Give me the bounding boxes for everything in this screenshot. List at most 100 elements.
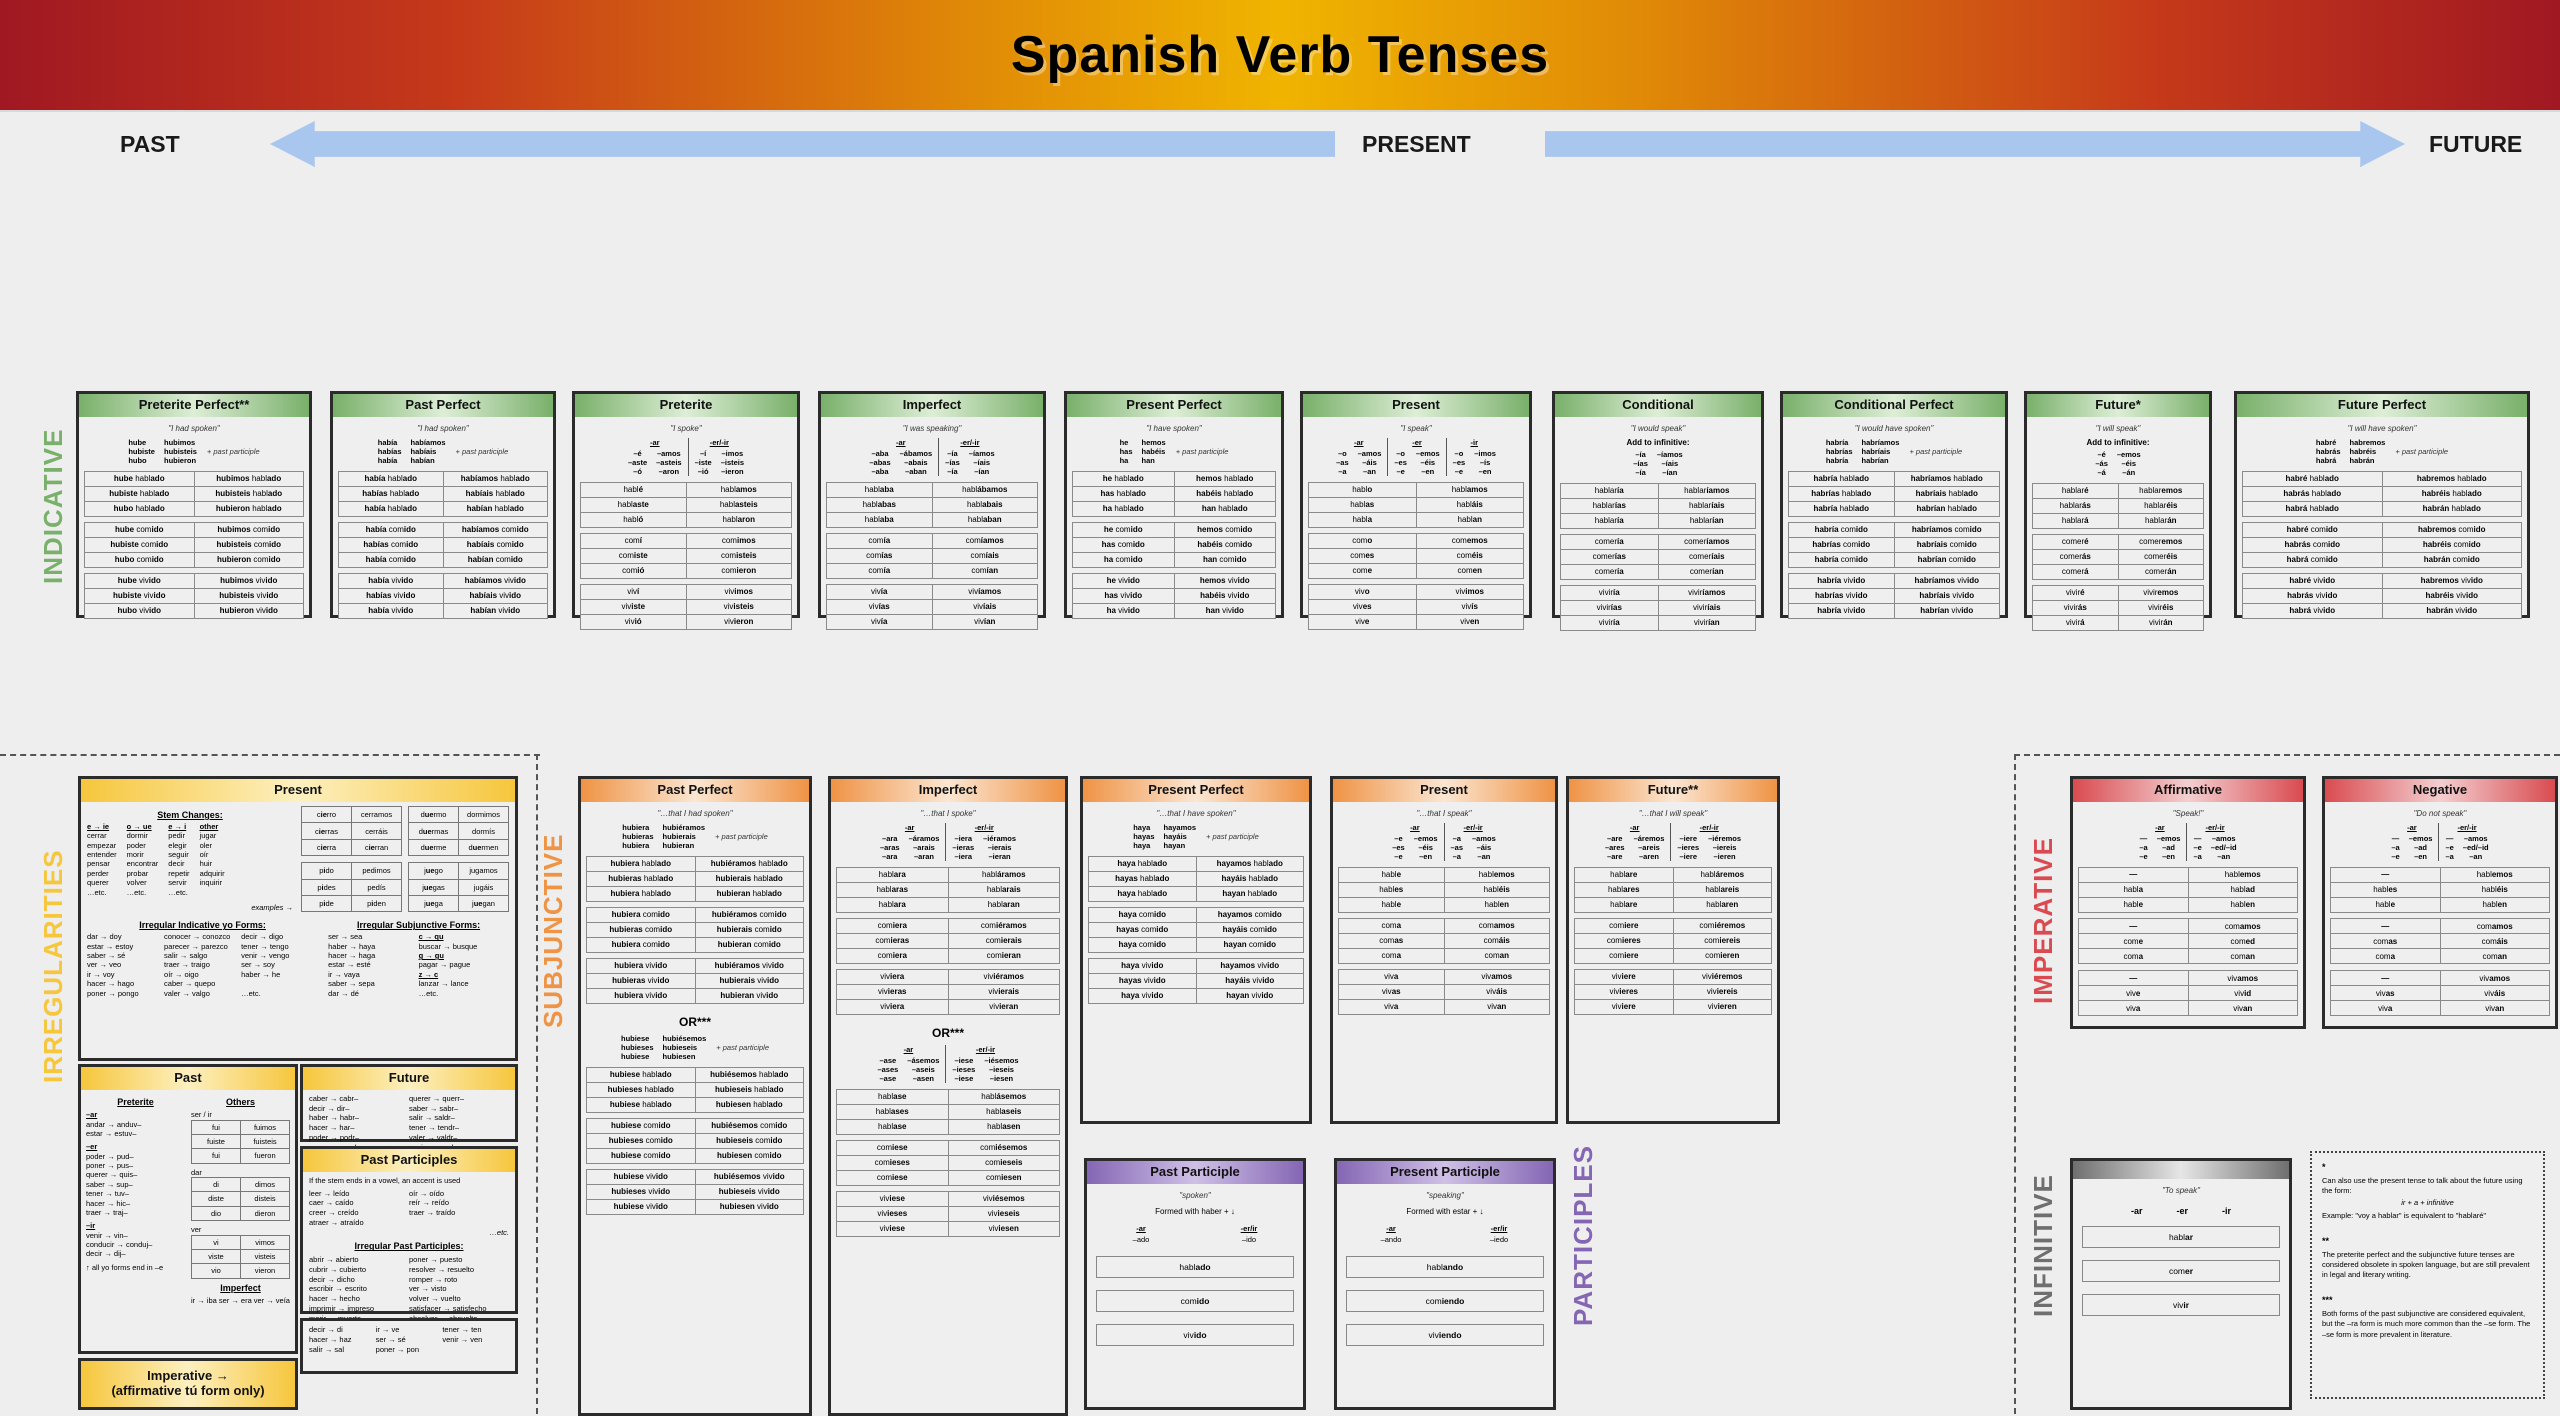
conjugation-cell: viviremos — [2117, 584, 2204, 601]
indicative-card-5-gloss: "I speak" — [1400, 423, 1432, 433]
endings-block: -ar –are –áremos –ares –areis –are –aren -er/-i… — [1574, 822, 1772, 861]
conjugation-cell: hubieron comido — [193, 551, 304, 568]
conjugation-cell: habrá comido — [2242, 551, 2383, 568]
ending-item: –emos — [2408, 833, 2433, 843]
ending-item: –amos — [656, 448, 681, 458]
ending-item: –iese — [954, 1055, 974, 1065]
stem-change-item: pensar — [87, 859, 110, 869]
table-row: haya vivido hayamos vivido — [1088, 957, 1304, 974]
table-row: hablarás hablaréis — [2032, 497, 2204, 514]
endings-grid: — –emos –a –ad –e –en — [2391, 834, 2432, 861]
conjugation-cell: hablabais — [931, 496, 1038, 513]
table-row: pides pedís — [301, 878, 402, 896]
table-row: hubo hablado hubieron hablado — [84, 500, 304, 517]
conjugation-cell: viváis — [1443, 983, 1550, 1000]
conjugation-cell: habíais vivido — [442, 587, 548, 604]
conjugation-cell: comieres — [1574, 932, 1674, 949]
ending-item: –á — [2097, 467, 2106, 477]
table-row: comiste comisteis — [580, 547, 792, 564]
conjugation-cell: hablamos — [685, 481, 792, 498]
table-row: hubiese vivido hubiésemos vivido — [586, 1168, 804, 1185]
aux-form: hubiese — [620, 1051, 650, 1061]
ending-item: –íais — [973, 457, 991, 467]
other-verb-label: ver — [191, 1225, 202, 1235]
conjugation-cell: vivamos — [1443, 968, 1550, 985]
table-row: hablo hablamos — [1308, 481, 1524, 498]
conjugation-cell: hable — [2330, 896, 2441, 913]
aux-form: hubieses — [620, 1042, 654, 1052]
ending-item: –e — [2139, 851, 2148, 861]
aux-form: hubieran — [662, 840, 695, 850]
table-row: cierra cierran — [301, 838, 402, 857]
conjugation-cell: — — [2078, 970, 2189, 986]
ending-item: –isteis — [720, 457, 745, 467]
participle-ending-label: -ar — [1136, 1223, 1146, 1233]
endings-grid: –a –amos –as –áis –a –an — [1451, 834, 1496, 861]
conjugation-cell: hablen — [2187, 896, 2298, 913]
conjugation-table: comiese comiésemos comieses comieseis comies… — [836, 1139, 1060, 1186]
ending-item: –e — [1454, 466, 1464, 476]
subjunctive-card-3-gloss: "…that I speak" — [1416, 808, 1472, 818]
plus-past-participle-note: + past participle — [1175, 446, 1229, 456]
preterite-stems-col: Preterite –ar andar → anduv– estar → estuv–… — [86, 1093, 185, 1305]
conjugation-table: vivo vivimos vives vivís vive viven — [1308, 583, 1524, 630]
table-row: cierro cerramos — [301, 805, 402, 824]
conjugation-cell: viva — [1338, 968, 1445, 985]
conjugation-cell: habíamos hablado — [442, 470, 548, 487]
indicative-card-1-title: Past Perfect — [333, 394, 553, 417]
other-verb-cell: dimos — [240, 1177, 290, 1193]
subjunctive-card-3: Present "…that I speak" -ar –e –emos –es –éis –… — [1330, 776, 1558, 1124]
conjugation-cell: hubiéramos comido — [694, 906, 804, 923]
conjugation-table: había vivido habíamos vivido habías vivido… — [338, 572, 548, 619]
conjugation-cell: — — [2078, 918, 2189, 935]
irregular-yo-item: estar → estoy — [87, 941, 134, 951]
irregular-yo-item: tener → tengo — [241, 941, 289, 951]
table-row: vivieses vivieseis — [836, 1205, 1060, 1222]
irregular-subjunctive-item: hacer → haga — [328, 951, 376, 961]
participle-formed-note: Formed with estar + ↓ — [1406, 1206, 1484, 1216]
aux-form: habíais — [410, 446, 437, 456]
conjugation-cell: — — [2330, 866, 2441, 883]
imperative-card-title: Affirmative — [2073, 779, 2303, 802]
conjugation-table: — vivamos vivas viváis viva vivan — [2330, 970, 2550, 1016]
table-row: hablaría hablaríamos — [1560, 482, 1756, 499]
conjugation-cell: hablan — [1415, 511, 1524, 528]
table-row: vivió vivieron — [580, 613, 792, 630]
ending-item: –ían — [1662, 467, 1678, 477]
irregular-subjunctive-item: z → c — [418, 969, 439, 979]
conjugation-cell: hubieran hablado — [694, 885, 804, 902]
irregular-subjunctive-item: c → qu — [418, 932, 444, 942]
conjugation-cell: vivimos — [685, 583, 792, 600]
ending-item: –iese — [954, 1073, 974, 1083]
ending-item: — — [2193, 833, 2202, 843]
stem-change-item: cerrar — [87, 831, 107, 841]
stem-example-cell: pedimos — [351, 862, 402, 880]
endings-col: -ar — –emos –a –ad –e –en — [2391, 823, 2432, 861]
conjugation-cell: habías hablado — [338, 485, 444, 502]
conjugation-cell: habréis vivido — [2381, 587, 2522, 604]
footnote-marker: *** — [2322, 1295, 2333, 1306]
ending-item: –arais — [913, 842, 935, 852]
ending-item: –e — [2193, 842, 2202, 852]
conjugation-table: hubiera comido hubiéramos comido hubieras … — [586, 906, 804, 953]
aux-form: has — [1119, 446, 1133, 456]
table-row: había hablado habían hablado — [338, 500, 548, 517]
indicative-card-4-title: Present Perfect — [1067, 394, 1281, 417]
table-row: comiese comiésemos — [836, 1139, 1060, 1156]
ending-item: –a — [1452, 851, 1461, 861]
irregular-participle-item: poner → puesto — [409, 1255, 463, 1265]
participle-card-1-title: Present Participle — [1337, 1161, 1553, 1184]
conjugation-cell: coméis — [1415, 547, 1524, 564]
ending-item: –iste — [694, 457, 712, 467]
plus-past-participle-note: + past participle — [1909, 446, 1963, 456]
stem-change-item: entender — [87, 850, 117, 860]
conjugation-table: vivía vivíamos vivías vivíais vivía vivían — [826, 583, 1038, 630]
infinitive-form-box: hablar — [2082, 1226, 2280, 1248]
table-row: hablares hablareis — [1574, 881, 1772, 898]
page-title: Spanish Verb Tenses — [1010, 26, 1550, 84]
conjugation-cell: hablasen — [947, 1118, 1060, 1135]
tables-wrap: habría hablado habríamos hablado habrías h… — [1788, 470, 2000, 624]
conjugation-cell: vivió — [580, 613, 687, 630]
table-row: hubieses vivido hubieseis vivido — [586, 1183, 804, 1200]
conjugation-cell: habrían hablado — [1893, 500, 2000, 517]
